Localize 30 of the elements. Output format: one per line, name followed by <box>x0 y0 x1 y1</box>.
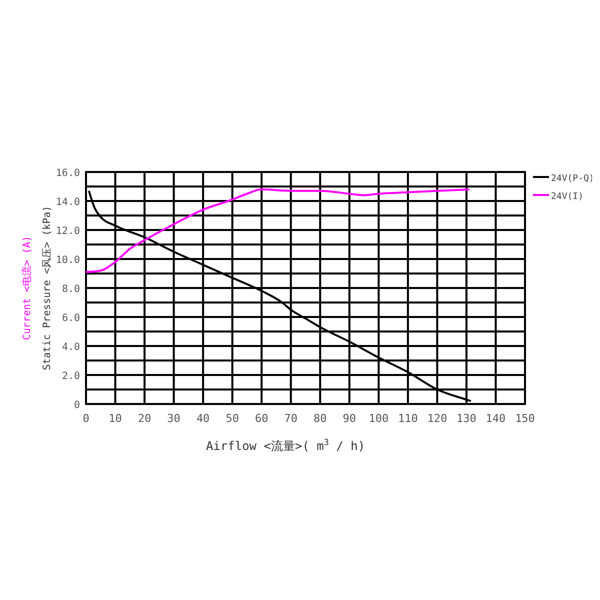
x-tick-label: 70 <box>284 412 298 425</box>
x-axis-title: Airflow <流量>( m$^{3}$ / h) <box>206 437 366 453</box>
line-series <box>85 188 470 274</box>
x-tick-label: 10 <box>108 412 122 425</box>
x-tick-label: 140 <box>486 412 506 425</box>
x-tick-label: 40 <box>196 412 210 425</box>
x-tick-label: 80 <box>314 412 327 425</box>
y-tick-label: 0 <box>74 400 80 411</box>
x-tick-label: 120 <box>427 412 448 425</box>
x-tick-label: 90 <box>342 412 356 425</box>
x-tick-label: 50 <box>226 412 239 425</box>
y-tick-label: 12.0 <box>56 226 80 237</box>
x-tick-label: 20 <box>138 412 152 425</box>
x-tick-label: 60 <box>254 412 268 425</box>
y-tick-label: 8.0 <box>62 284 80 295</box>
y-tick-label: 2.0 <box>62 371 80 382</box>
y-tick-label: 10.0 <box>56 255 80 266</box>
y-tick-label: 16.0 <box>56 168 80 179</box>
legend-label: 24V(I) <box>551 192 584 202</box>
y-tick-label: 4.0 <box>62 342 80 353</box>
y-tick-label: 6.0 <box>62 313 80 324</box>
x-tick-label: 150 <box>515 412 535 425</box>
y-axis-title: Static Pressure <风压> (kPa) <box>42 206 53 370</box>
y-tick-label: 14.0 <box>56 197 80 208</box>
x-tick-label: 0 <box>82 412 90 425</box>
text: Current <电流> (A) <box>21 236 33 340</box>
x-tick-label: 30 <box>167 412 180 425</box>
x-tick-label: 130 <box>456 412 476 425</box>
x-tick-label: 100 <box>368 412 389 425</box>
x-tick-label: 110 <box>398 412 418 425</box>
